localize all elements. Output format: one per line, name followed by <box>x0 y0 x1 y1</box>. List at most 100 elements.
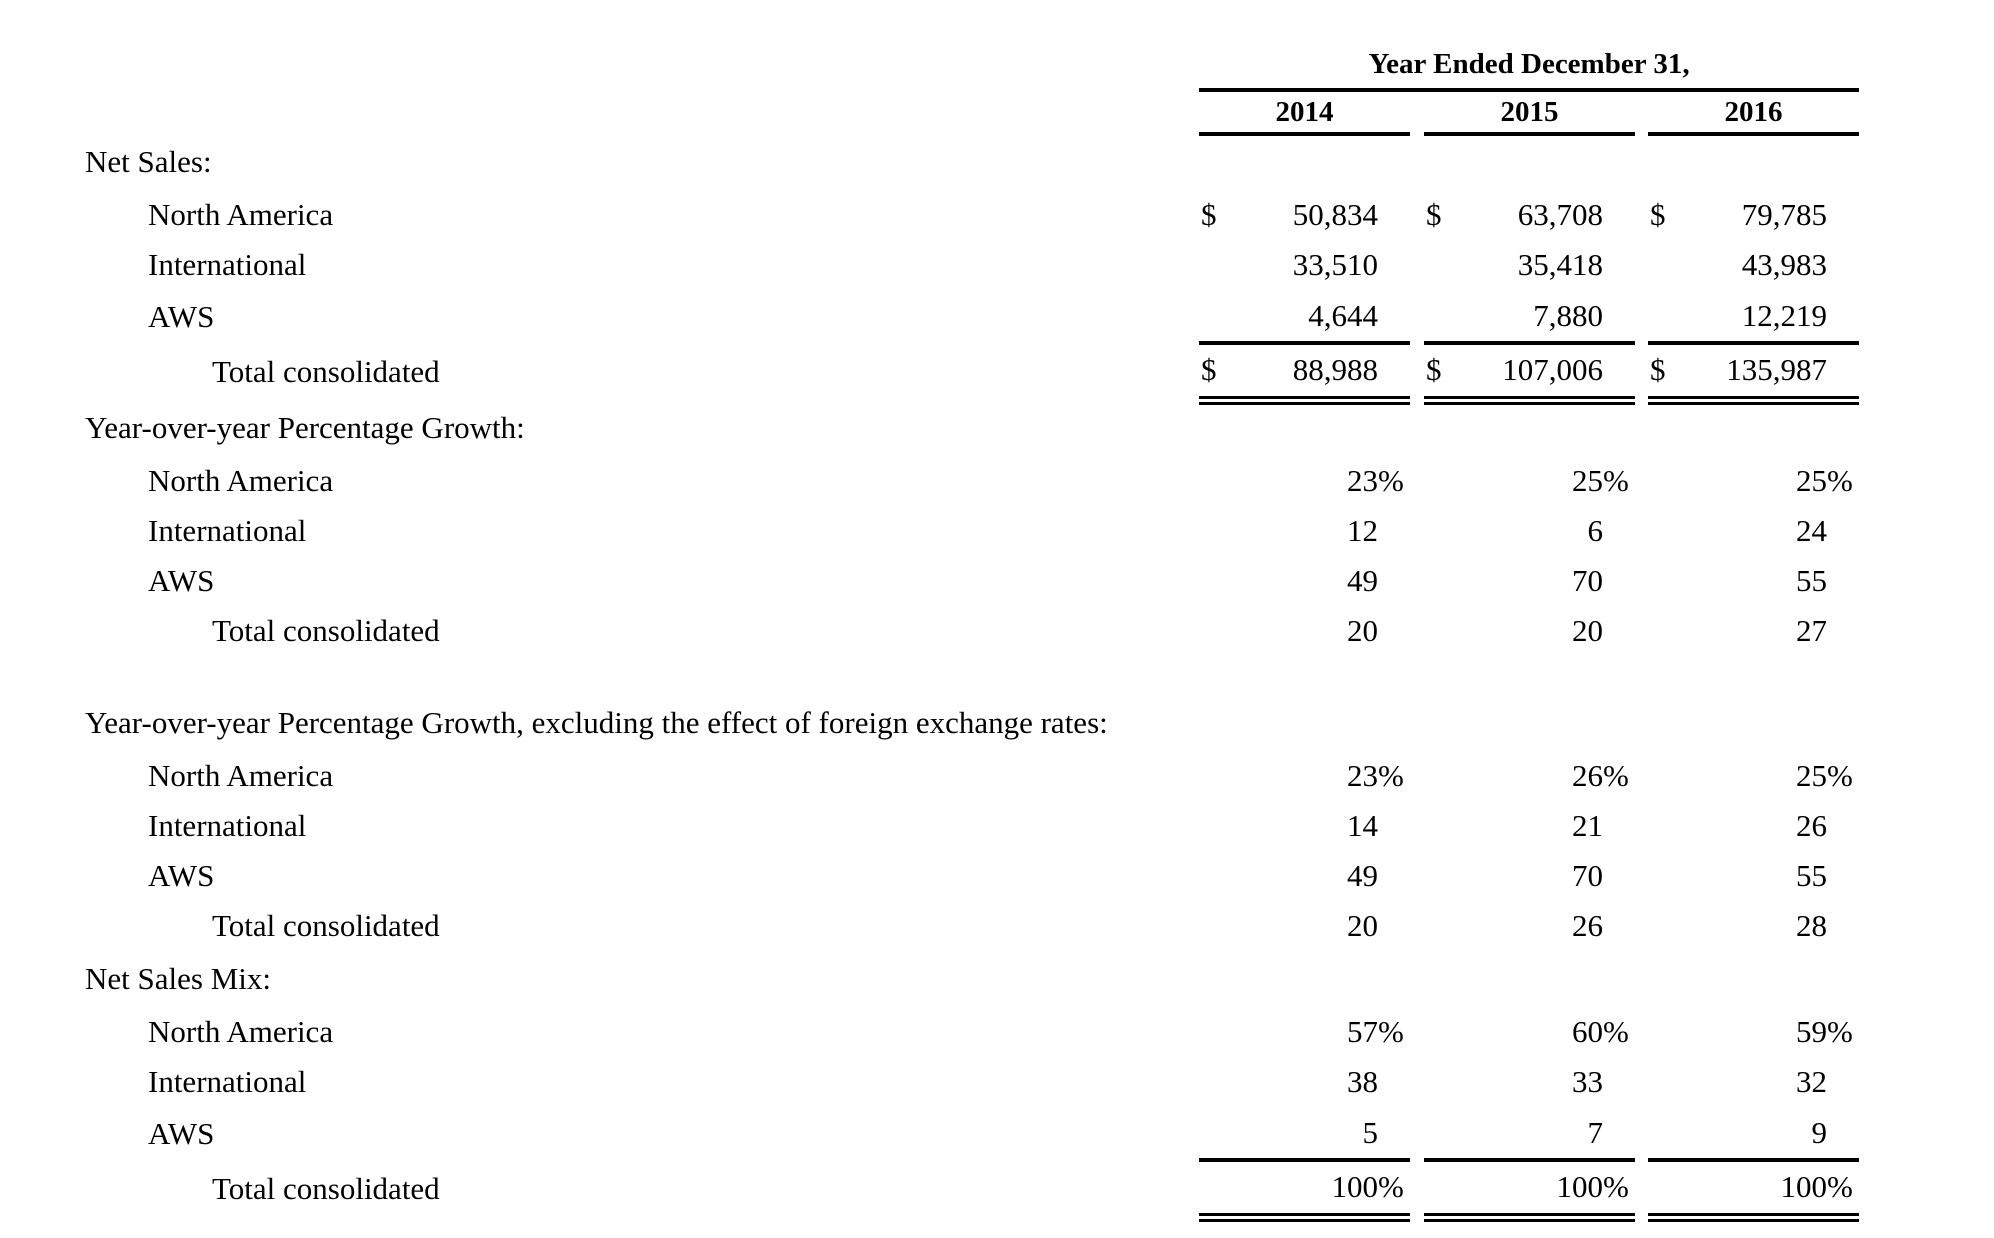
row-label: North America <box>148 1014 334 1049</box>
value: 38 <box>1347 1064 1378 1099</box>
dollar-sign: $ <box>1426 352 1442 388</box>
value-cell: 49 <box>1199 556 1410 606</box>
value: 12 <box>1347 513 1378 548</box>
row-label: Total consolidated <box>212 353 440 389</box>
column-gap <box>1410 290 1424 343</box>
value-cell: 20 <box>1199 901 1410 951</box>
value: 88,988 <box>1292 352 1378 388</box>
value: 100 <box>1556 1169 1604 1205</box>
table-row-total-consolidated: Total consolidated 100% 100% 100% <box>85 1160 1860 1222</box>
table-row-aws: AWS 49 70 55 <box>85 556 1859 606</box>
value: 27 <box>1796 613 1828 648</box>
column-gap <box>1410 556 1424 606</box>
value: 21 <box>1572 808 1603 843</box>
value: 23 <box>1347 758 1378 793</box>
value: 35,418 <box>1517 247 1603 282</box>
value-cell: 25% <box>1424 456 1635 506</box>
value: 6 <box>1587 513 1604 548</box>
value: 12,219 <box>1741 297 1828 333</box>
value-cell: 57% <box>1199 1007 1410 1057</box>
value-cell: $79,785 <box>1648 190 1859 240</box>
percent-sign: % <box>1827 1169 1853 1205</box>
column-gap <box>1410 901 1424 951</box>
column-gap <box>1635 90 1648 134</box>
row-label: Total consolidated <box>212 1170 440 1206</box>
value-cell: $63,708 <box>1424 190 1635 240</box>
value: 5 <box>1362 1114 1379 1150</box>
value-cell: 23% <box>1199 456 1410 506</box>
column-gap <box>1635 506 1648 556</box>
value-cell: 59% <box>1648 1007 1859 1057</box>
column-gap <box>1410 1107 1424 1160</box>
value: 107,006 <box>1502 352 1603 388</box>
value: 70 <box>1572 563 1603 598</box>
table-row-total-consolidated: Total consolidated 20 26 28 <box>85 901 1859 951</box>
row-label: North America <box>148 758 334 793</box>
column-gap <box>1635 851 1648 901</box>
value-cell: 55 <box>1648 851 1859 901</box>
column-gap <box>1410 343 1424 400</box>
value-cell: 100% <box>1199 1160 1410 1222</box>
table-row-north-america: North America $50,834 $63,708 $79,785 <box>85 190 1859 240</box>
value-cell: 26 <box>1648 801 1859 851</box>
column-gap <box>1635 1107 1648 1160</box>
percent-sign: % <box>1378 1169 1404 1205</box>
value-cell: 100% <box>1648 1160 1860 1222</box>
column-gap <box>1635 343 1648 400</box>
table-row-total-consolidated: Total consolidated 20 20 27 <box>85 606 1859 656</box>
value: 7,880 <box>1533 297 1603 333</box>
dollar-sign: $ <box>1201 197 1217 232</box>
value-cell: 28 <box>1648 901 1859 951</box>
value: 50,834 <box>1292 197 1378 232</box>
table-row-international: International 33,510 35,418 43,983 <box>85 240 1859 290</box>
column-header-2016: 2016 <box>1648 90 1860 136</box>
value: 14 <box>1347 808 1378 843</box>
table-row-total-consolidated: Total consolidated $88,988 $107,006 $135… <box>85 343 1860 405</box>
row-label: International <box>148 513 307 548</box>
value-cell: 43,983 <box>1648 240 1859 290</box>
value: 9 <box>1811 1114 1828 1150</box>
row-label: North America <box>148 463 334 498</box>
column-gap <box>1635 1057 1648 1107</box>
value: 26 <box>1572 758 1603 793</box>
row-label: AWS <box>148 1115 215 1151</box>
percent-sign: % <box>1378 1014 1404 1049</box>
percent-sign: % <box>1603 758 1629 793</box>
column-gap <box>1410 190 1424 240</box>
value-cell: 20 <box>1199 606 1410 656</box>
section-label-yoy-growth: Year-over-year Percentage Growth: <box>85 409 525 445</box>
row-label: AWS <box>148 858 215 893</box>
section-label-net-sales: Net Sales: <box>85 143 212 179</box>
column-gap <box>1410 751 1424 801</box>
column-gap <box>1635 190 1648 240</box>
value-cell: 35,418 <box>1424 240 1635 290</box>
value-cell: 7,880 <box>1424 290 1635 345</box>
value-cell: 12,219 <box>1648 290 1860 345</box>
value: 24 <box>1796 513 1828 548</box>
section-label-net-sales-mix: Net Sales Mix: <box>85 960 271 996</box>
column-gap <box>1410 851 1424 901</box>
value-cell: $135,987 <box>1648 343 1860 405</box>
value: 32 <box>1796 1064 1828 1099</box>
table-row-international: International 14 21 26 <box>85 801 1859 851</box>
value: 25 <box>1572 463 1603 498</box>
value: 33 <box>1572 1064 1603 1099</box>
column-header-2014: 2014 <box>1199 90 1410 136</box>
column-gap <box>1410 1007 1424 1057</box>
column-gap <box>1635 801 1648 851</box>
year-header-row: 2014 2015 2016 <box>85 90 1860 136</box>
value: 59 <box>1796 1014 1828 1049</box>
value-cell: 33,510 <box>1199 240 1410 290</box>
percent-sign: % <box>1827 463 1853 498</box>
column-gap <box>1635 1007 1648 1057</box>
row-label: North America <box>148 197 334 232</box>
row-label: AWS <box>148 298 215 334</box>
value: 100 <box>1780 1169 1828 1205</box>
value-cell: 26 <box>1424 901 1635 951</box>
value: 25 <box>1796 463 1828 498</box>
value-cell: 25% <box>1648 751 1859 801</box>
value-cell: 9 <box>1648 1107 1860 1162</box>
value: 79,785 <box>1741 197 1828 232</box>
value: 23 <box>1347 463 1378 498</box>
